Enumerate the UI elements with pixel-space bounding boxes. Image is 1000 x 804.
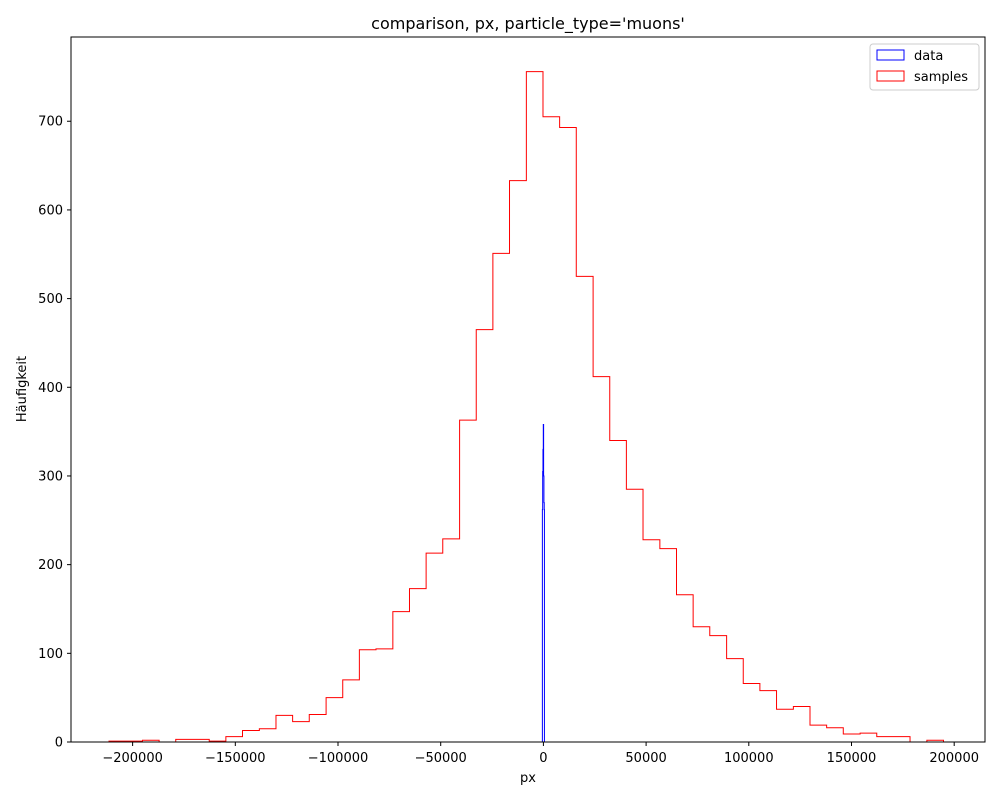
- y-tick-label: 400: [38, 381, 63, 396]
- y-tick-label: 300: [38, 469, 63, 484]
- histogram-series-samples: [108, 71, 945, 743]
- y-tick-label: 200: [38, 558, 63, 573]
- histogram-series-data: [541, 424, 545, 742]
- x-axis: −200000 −150000 −100000 −50000 0 50000 100000 1…: [102, 742, 979, 766]
- chart-title: comparison, px, particle_type='muons': [371, 14, 685, 34]
- plot-area-frame: [70, 36, 986, 743]
- x-tick-label: −150000: [205, 751, 266, 766]
- legend-swatch-data: [876, 49, 905, 61]
- y-tick-label: 600: [38, 203, 63, 218]
- legend: data samples: [869, 43, 980, 91]
- y-tick-label: 700: [38, 115, 63, 130]
- legend-box: [869, 43, 980, 91]
- x-tick-label: −50000: [415, 751, 467, 766]
- plot-series-group: [108, 71, 945, 743]
- x-tick-label: 100000: [724, 751, 774, 766]
- x-tick-label: 0: [539, 751, 547, 766]
- y-tick-label: 500: [38, 292, 63, 307]
- legend-label-data: data: [914, 49, 943, 64]
- legend-label-samples: samples: [914, 70, 968, 85]
- x-tick-label: 50000: [625, 751, 666, 766]
- x-axis-label: px: [520, 771, 536, 786]
- y-tick-label: 0: [55, 736, 63, 751]
- x-tick-label: 150000: [827, 751, 877, 766]
- y-tick-label: 100: [38, 647, 63, 662]
- y-axis: 0 100 200 300 400 500 600 700: [38, 115, 71, 751]
- x-tick-label: 200000: [929, 751, 979, 766]
- legend-swatch-samples: [876, 70, 905, 82]
- x-tick-label: −200000: [102, 751, 163, 766]
- y-axis-label: Häufigkeit: [15, 356, 30, 422]
- x-tick-label: −100000: [308, 751, 369, 766]
